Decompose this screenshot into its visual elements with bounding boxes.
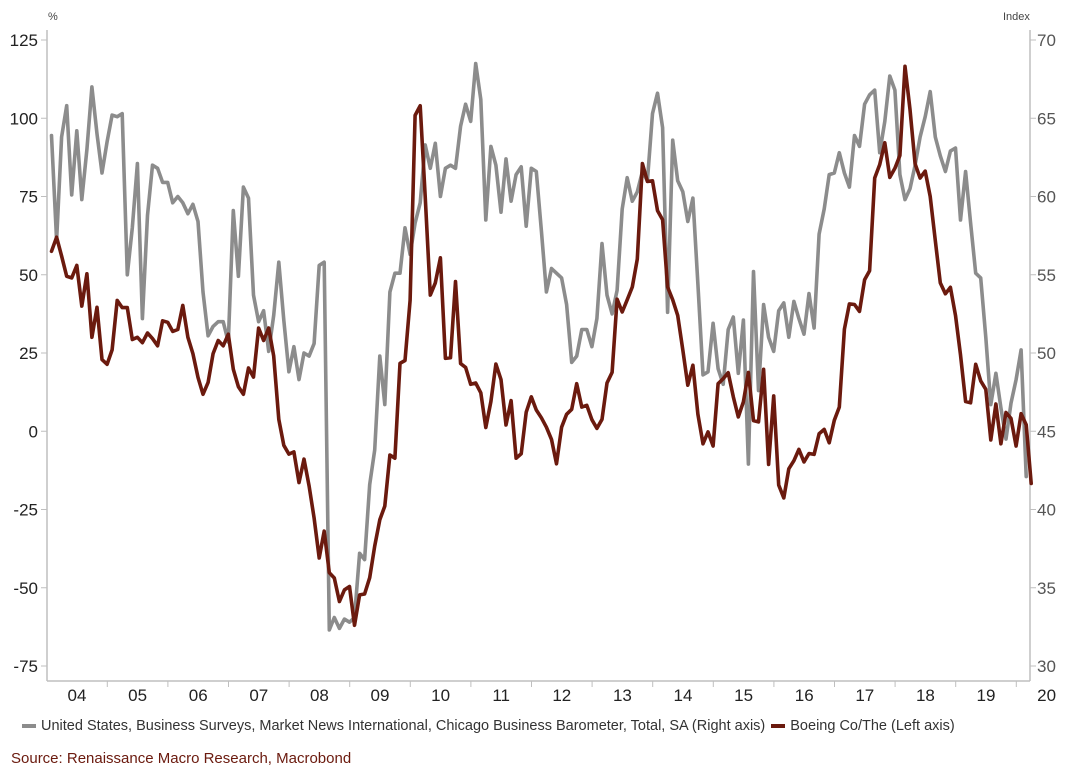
right-tick-label: 65 xyxy=(1037,109,1056,128)
x-tick-label: 06 xyxy=(189,686,208,705)
left-unit-label: % xyxy=(48,11,58,23)
x-tick-label: 15 xyxy=(734,686,753,705)
right-tick-label: 35 xyxy=(1037,579,1056,598)
source-note: Source: Renaissance Macro Research, Macr… xyxy=(11,750,352,767)
right-unit-label: Index xyxy=(1003,11,1030,23)
right-tick-label: 45 xyxy=(1037,422,1056,441)
series-line-chicago-barometer xyxy=(49,61,1028,632)
right-tick-label: 30 xyxy=(1037,657,1056,676)
x-tick-label: 17 xyxy=(855,686,874,705)
left-axis-ticks: 125 100 75 50 25 0 -25 -50 -75 xyxy=(10,31,47,676)
left-tick-label: 0 xyxy=(29,422,38,441)
x-tick-label: 18 xyxy=(916,686,935,705)
x-tick-label: 08 xyxy=(310,686,329,705)
series-line-boeing xyxy=(49,64,1033,628)
x-tick-label: 13 xyxy=(613,686,632,705)
left-tick-label: 75 xyxy=(19,188,38,207)
left-tick-label: 100 xyxy=(10,109,38,128)
legend-label-chicago-barometer: United States, Business Surveys, Market … xyxy=(41,718,766,734)
x-tick-label: 09 xyxy=(371,686,390,705)
x-tick-label: 04 xyxy=(68,686,87,705)
left-tick-label: 50 xyxy=(19,266,38,285)
chart-area: % Index 125 100 75 50 25 0 -25 -50 -75 70 65 60 55 5… xyxy=(10,11,1056,705)
legend-swatch-maroon xyxy=(771,724,786,728)
legend-label-boeing: Boeing Co/The (Left axis) xyxy=(790,718,955,734)
legend-item-chicago-barometer: United States, Business Surveys, Market … xyxy=(22,718,765,734)
right-tick-label: 55 xyxy=(1037,266,1056,285)
right-axis-ticks: 70 65 60 55 50 45 40 35 30 xyxy=(1030,31,1056,676)
legend: United States, Business Surveys, Market … xyxy=(22,718,961,734)
left-tick-label: -50 xyxy=(13,579,38,598)
left-tick-label: 25 xyxy=(19,344,38,363)
left-tick-label: -25 xyxy=(13,501,38,520)
x-axis-ticks: 04 05 06 07 08 09 10 11 12 13 14 15 16 17 18 19 20 xyxy=(68,681,1056,705)
x-tick-label: 10 xyxy=(431,686,450,705)
x-tick-label: 07 xyxy=(249,686,268,705)
x-tick-label: 16 xyxy=(795,686,814,705)
right-tick-label: 60 xyxy=(1037,188,1056,207)
x-tick-label: 14 xyxy=(674,686,693,705)
series-layer xyxy=(49,61,1033,632)
legend-item-boeing: Boeing Co/The (Left axis) xyxy=(771,718,955,734)
right-tick-label: 50 xyxy=(1037,344,1056,363)
x-tick-label: 20 xyxy=(1037,686,1056,705)
x-tick-label: 11 xyxy=(492,686,510,705)
left-tick-label: -75 xyxy=(13,657,38,676)
x-tick-label: 19 xyxy=(977,686,996,705)
right-tick-label: 40 xyxy=(1037,501,1056,520)
legend-swatch-gray xyxy=(22,724,36,728)
x-tick-label: 05 xyxy=(128,686,147,705)
x-tick-label: 12 xyxy=(552,686,571,705)
left-tick-label: 125 xyxy=(10,31,38,50)
right-tick-label: 70 xyxy=(1037,31,1056,50)
